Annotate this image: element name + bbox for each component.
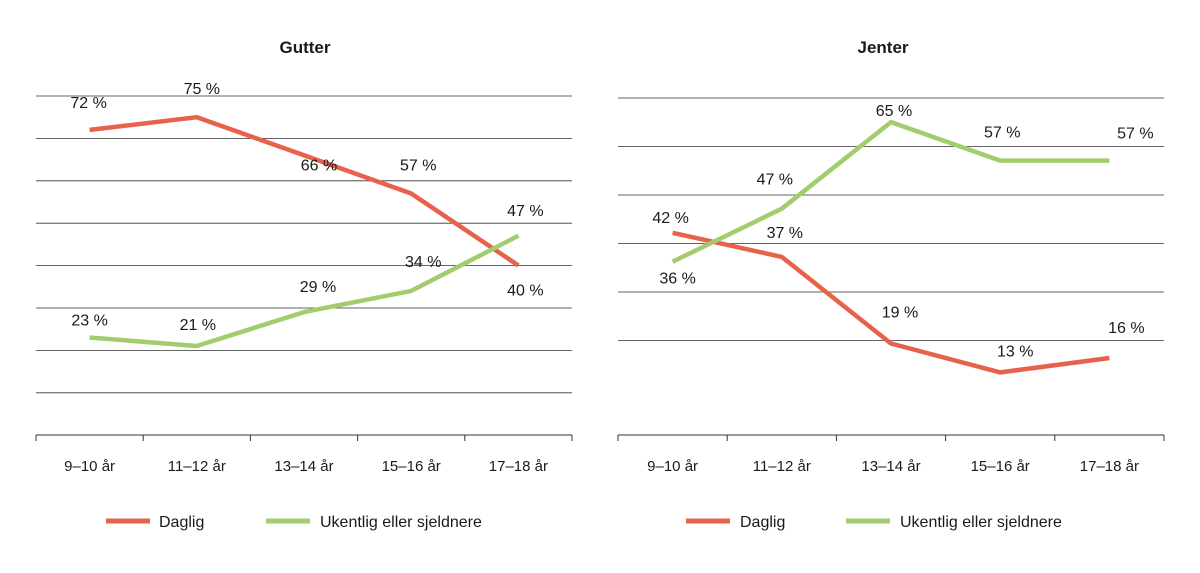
x-tick-label: 17–18 år	[1080, 458, 1139, 475]
legend-label-daglig: Daglig	[740, 514, 785, 531]
x-tick-label: 9–10 år	[64, 458, 115, 475]
data-label: 23 %	[71, 313, 107, 330]
legend-label-ukentlig: Ukentlig eller sjeldnere	[900, 514, 1062, 531]
series-line-ukentlig	[89, 233, 520, 349]
series-line-daglig	[672, 230, 1110, 375]
data-label: 34 %	[405, 254, 441, 271]
data-label: 47 %	[507, 203, 543, 220]
data-label: 47 %	[757, 172, 793, 189]
x-tick-label: 15–16 år	[382, 458, 441, 475]
x-tick-label: 9–10 år	[647, 458, 698, 475]
chart-title: Jenter	[857, 38, 908, 57]
x-tick-label: 15–16 år	[971, 458, 1030, 475]
x-tick-label: 13–14 år	[274, 458, 333, 475]
data-label: 42 %	[652, 210, 688, 227]
series-line-daglig	[89, 114, 520, 268]
data-label: 21 %	[180, 317, 216, 334]
data-label: 29 %	[300, 279, 336, 296]
chart-title: Gutter	[280, 38, 331, 57]
legend-label-ukentlig: Ukentlig eller sjeldnere	[320, 514, 482, 531]
data-label: 36 %	[659, 271, 695, 288]
data-label: 16 %	[1108, 320, 1144, 337]
chart-panel-1: Gutter 9–10 år 11–12 år 13–14 år 15–16 år 17–…	[35, 38, 573, 531]
x-tick-label: 13–14 år	[861, 458, 920, 475]
data-label: 57 %	[400, 157, 436, 174]
data-label: 37 %	[767, 225, 803, 242]
data-label: 57 %	[1117, 126, 1153, 143]
series-line-ukentlig	[671, 119, 1110, 264]
legend-label-daglig: Daglig	[159, 514, 204, 531]
data-label: 75 %	[184, 81, 220, 98]
data-label: 19 %	[882, 305, 918, 322]
chart-panel-2: Jenter 9–10 år 11–12 år 13–14 år 15–16 år 17–…	[617, 38, 1165, 531]
x-tick-label: 11–12 år	[168, 458, 226, 475]
x-tick-label: 17–18 år	[489, 458, 548, 475]
data-label: 40 %	[507, 283, 543, 300]
data-label: 72 %	[70, 95, 106, 112]
x-tick-label: 11–12 år	[753, 458, 811, 475]
data-label: 65 %	[876, 103, 912, 120]
data-label: 13 %	[997, 343, 1033, 360]
data-label: 66 %	[301, 157, 337, 174]
data-label: 57 %	[984, 125, 1020, 142]
